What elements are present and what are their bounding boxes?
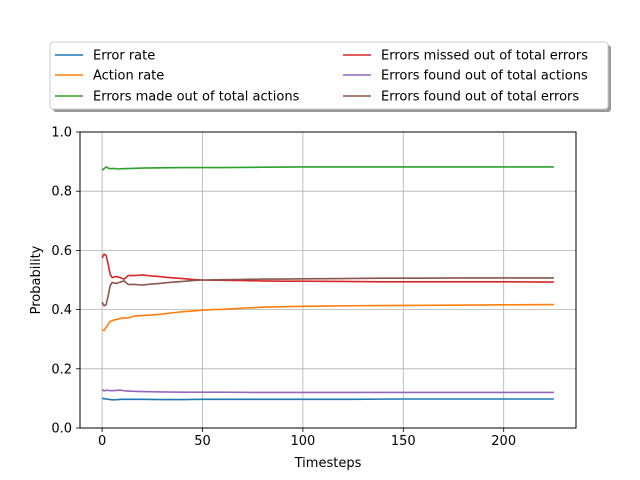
series-line-2 — [102, 303, 554, 332]
x-tick-label: 0 — [98, 434, 106, 449]
series-line-1 — [101, 397, 554, 401]
series-line-4 — [101, 253, 554, 283]
y-axis-label: Probability — [29, 245, 44, 314]
axes-frame — [79, 131, 577, 429]
legend: Error rate Action rate Errors made out of … — [49, 41, 611, 112]
y-tick-label: 0.2 — [51, 362, 72, 377]
x-tick-label: 50 — [194, 434, 211, 449]
y-tick-label: 1.0 — [51, 126, 72, 141]
series-layer — [101, 166, 554, 401]
grid-lines — [80, 131, 576, 429]
legend-label: Errors found out of total actions — [381, 69, 588, 84]
y-tick-label: 0.0 — [51, 422, 72, 437]
y-tick-label: 0.4 — [51, 303, 72, 318]
legend-label: Errors found out of total errors — [381, 90, 579, 105]
x-tick-label: 200 — [491, 434, 516, 449]
x-axis-label: Timesteps — [294, 456, 362, 471]
legend-label: Error rate — [93, 49, 155, 64]
series-line-6 — [101, 277, 554, 307]
series-line-5 — [101, 388, 554, 394]
legend-label: Action rate — [93, 69, 164, 84]
legend-label: Errors missed out of total errors — [381, 49, 588, 64]
y-tick-label: 0.6 — [51, 244, 72, 259]
x-tick-label: 150 — [391, 434, 416, 449]
series-line-3 — [101, 166, 554, 171]
x-tick-label: 100 — [290, 434, 315, 449]
legend-box — [49, 41, 609, 110]
axis-ticks: 0 50 100 150 200 0.0 0.2 0.4 0.6 0.8 1.0 — [51, 126, 516, 450]
y-tick-label: 0.8 — [51, 185, 72, 200]
legend-label: Errors made out of total actions — [93, 90, 300, 105]
